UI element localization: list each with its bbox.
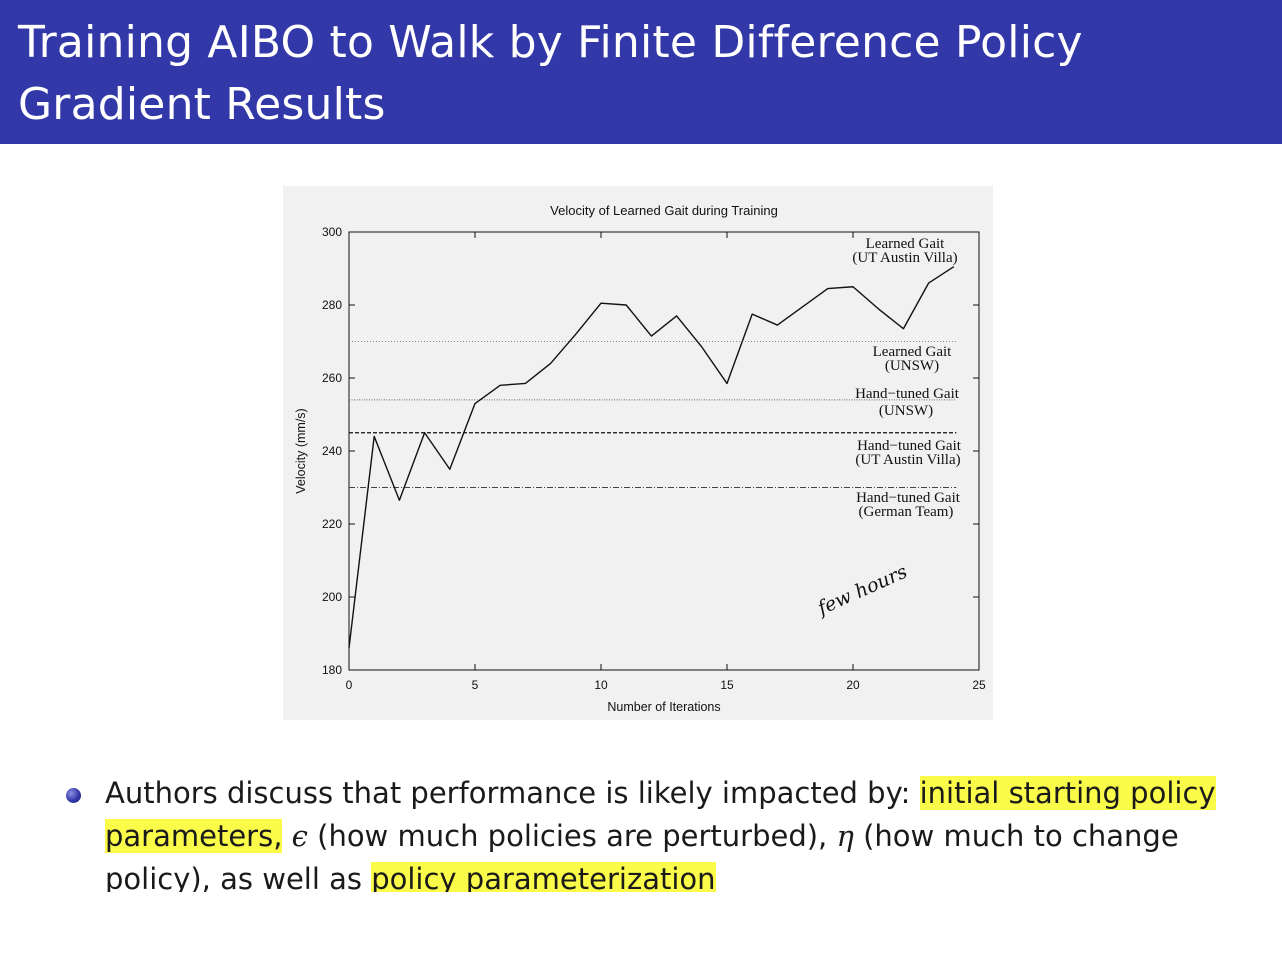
- y-tick-label-240: 240: [322, 444, 342, 458]
- ref-label-learned-unsw-1: Learned Gait: [873, 344, 953, 360]
- ref-label-handtuned-ut-1: Hand−tuned Gait: [857, 438, 962, 454]
- bullet-icon: [66, 788, 81, 803]
- y-tick-label-180: 180: [322, 663, 342, 677]
- handwritten-annotation-text: few hours: [813, 561, 911, 621]
- x-tick-label-25: 25: [972, 678, 986, 692]
- epsilon-symbol: ϵ: [291, 819, 308, 853]
- bullet-item: Authors discuss that performance is like…: [66, 772, 1266, 892]
- y-tick-label-260: 260: [322, 371, 342, 385]
- x-tick-label-10: 10: [594, 678, 608, 692]
- bullet-part1: Authors discuss that performance is like…: [105, 776, 920, 810]
- y-tick-label-280: 280: [322, 298, 342, 312]
- handwritten-annotation: few hours: [813, 561, 911, 621]
- x-axis-label: Number of Iterations: [607, 700, 720, 714]
- reference-lines: [349, 341, 957, 488]
- ref-label-handtuned-german-1: Hand−tuned Gait: [856, 490, 961, 506]
- y-tick-label-300: 300: [322, 225, 342, 239]
- bullet-part3: (how much to change policy), as well as: [105, 819, 1179, 892]
- ref-label-handtuned-unsw-2: (UNSW): [879, 403, 933, 419]
- chart-figure: Velocity of Learned Gait during Training…: [283, 186, 993, 720]
- series-lines: [348, 266, 955, 649]
- y-tick-labels: 180 200 220 240 260 280 300: [322, 225, 342, 677]
- x-tick-label-20: 20: [846, 678, 860, 692]
- x-tick-label-5: 5: [472, 678, 479, 692]
- title-bar: Training AIBO to Walk by Finite Differen…: [0, 0, 1282, 144]
- ref-label-handtuned-unsw-1: Hand−tuned Gait: [855, 386, 960, 402]
- axis-ticks: [348, 231, 980, 671]
- x-tick-label-0: 0: [346, 678, 353, 692]
- ref-label-learned-unsw-2: (UNSW): [885, 358, 939, 374]
- x-tick-label-15: 15: [720, 678, 734, 692]
- series-line-0: [348, 266, 955, 649]
- series-label-line2: (UT Austin Villa): [852, 250, 957, 266]
- bullet-text: Authors discuss that performance is like…: [105, 772, 1265, 892]
- y-axis-label: Velocity (mm/s): [294, 408, 308, 493]
- ref-label-handtuned-ut-2: (UT Austin Villa): [855, 452, 960, 468]
- y-tick-label-220: 220: [322, 517, 342, 531]
- series-label-line1: Learned Gait: [866, 236, 946, 252]
- x-tick-labels: 0 5 10 15 20 25: [346, 678, 986, 692]
- y-tick-label-200: 200: [322, 590, 342, 604]
- slide-title: Training AIBO to Walk by Finite Differen…: [18, 17, 1083, 130]
- ref-label-handtuned-german-2: (German Team): [859, 504, 954, 520]
- highlight-policy-parameterization: policy parameterization: [371, 862, 716, 892]
- velocity-chart: Velocity of Learned Gait during Training…: [294, 203, 986, 714]
- chart-title: Velocity of Learned Gait during Training: [550, 203, 778, 218]
- bullet-part2: (how much policies are perturbed),: [307, 819, 837, 853]
- eta-symbol: η: [836, 819, 854, 853]
